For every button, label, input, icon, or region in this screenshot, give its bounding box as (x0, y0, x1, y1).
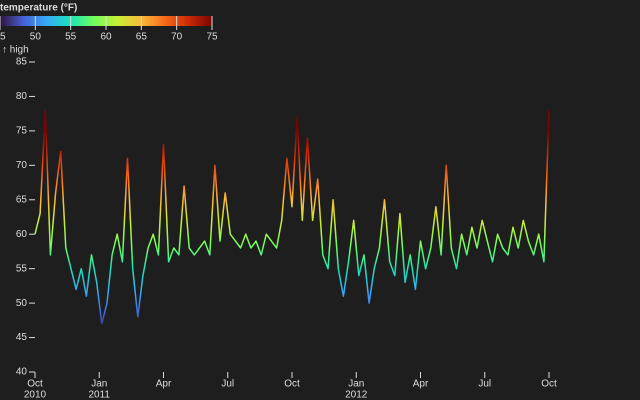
legend-tick-label: 70 (171, 32, 183, 43)
temperature-line (34, 109, 550, 325)
x-tick-year-label: 2012 (345, 390, 368, 400)
y-tick-label: 85 (16, 57, 28, 68)
x-tick-label: Oct (27, 379, 43, 390)
y-tick-label: 70 (16, 160, 28, 171)
x-tick-label: Apr (156, 379, 172, 390)
x-tick-label: Oct (541, 379, 557, 390)
legend-tick-label: 50 (30, 32, 42, 43)
legend-tick-label: 75 (206, 32, 218, 43)
x-tick-label: Apr (413, 379, 429, 390)
y-tick-label: 60 (16, 229, 28, 240)
y-tick-label: 45 (16, 332, 28, 343)
x-tick-label: Jan (348, 379, 364, 390)
y-tick-label: 55 (16, 263, 28, 274)
legend-tick-label: 55 (65, 32, 77, 43)
legend-tick-label: 65 (136, 32, 148, 43)
y-tick-label: 80 (16, 91, 28, 102)
x-tick-label: Jul (478, 379, 491, 390)
legend-title: temperature (°F) (0, 3, 77, 14)
legend-tick-label: 60 (100, 32, 112, 43)
x-tick-label: Jul (221, 379, 234, 390)
legend-tick-label: 45 (0, 32, 6, 43)
y-tick-label: 75 (16, 126, 28, 137)
x-tick-label: Oct (284, 379, 300, 390)
y-tick-label: 50 (16, 298, 28, 309)
x-tick-year-label: 2010 (24, 390, 47, 400)
y-axis-label: ↑ high (2, 45, 29, 56)
x-tick-year-label: 2011 (88, 390, 110, 400)
y-tick-label: 65 (16, 194, 28, 205)
y-tick-label: 40 (16, 367, 28, 378)
x-tick-label: Jan (91, 379, 107, 390)
